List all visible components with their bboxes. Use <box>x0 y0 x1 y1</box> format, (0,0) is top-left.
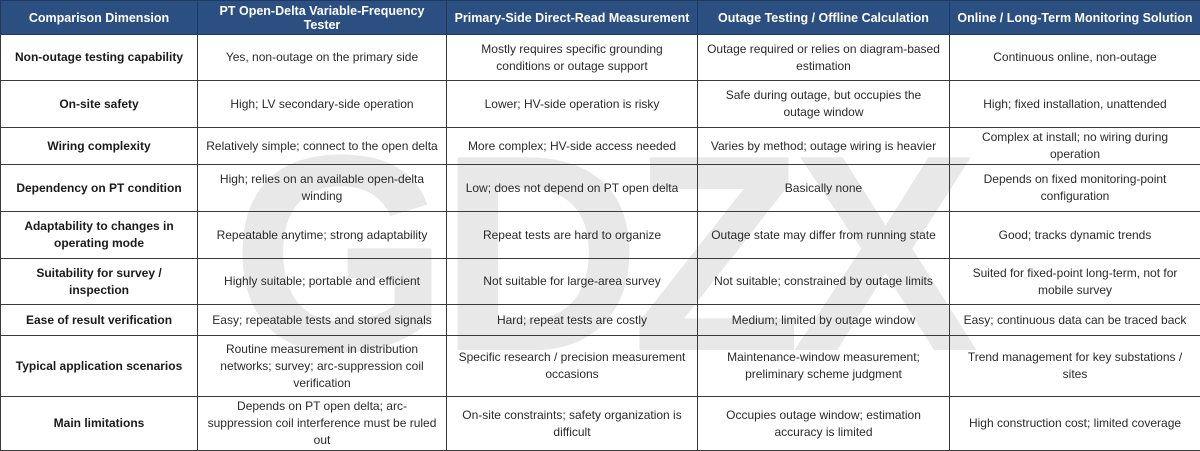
dimension-cell: Non-outage testing capability <box>1 35 198 81</box>
table-cell: Maintenance-window measurement; prelimin… <box>698 336 950 397</box>
table-cell: High construction cost; limited coverage <box>950 397 1200 451</box>
table-cell: Repeat tests are hard to organize <box>447 212 698 259</box>
table-cell: Outage state may differ from running sta… <box>698 212 950 259</box>
table-cell: Depends on PT open delta; arc-suppressio… <box>198 397 447 451</box>
header-cell: Online / Long-Term Monitoring Solution <box>950 1 1200 35</box>
header-row: Comparison Dimension PT Open-Delta Varia… <box>1 1 1200 35</box>
table-cell: Mostly requires specific grounding condi… <box>447 35 698 81</box>
table-cell: Hard; repeat tests are costly <box>447 305 698 336</box>
table-cell: Trend management for key substations / s… <box>950 336 1200 397</box>
table-cell: Relatively simple; connect to the open d… <box>198 128 447 165</box>
header-cell: Outage Testing / Offline Calculation <box>698 1 950 35</box>
table-cell: Specific research / precision measuremen… <box>447 336 698 397</box>
dimension-cell: Dependency on PT condition <box>1 165 198 212</box>
table-cell: Lower; HV-side operation is risky <box>447 81 698 128</box>
table-cell: Basically none <box>698 165 950 212</box>
dimension-cell: Suitability for survey / inspection <box>1 259 198 305</box>
header-cell: Comparison Dimension <box>1 1 198 35</box>
header-cell: PT Open-Delta Variable-Frequency Tester <box>198 1 447 35</box>
table-cell: Occupies outage window; estimation accur… <box>698 397 950 451</box>
dimension-cell: Adaptability to changes in operating mod… <box>1 212 198 259</box>
dimension-cell: Wiring complexity <box>1 128 198 165</box>
table-cell: Suited for fixed-point long-term, not fo… <box>950 259 1200 305</box>
table-cell: Highly suitable; portable and efficient <box>198 259 447 305</box>
table-cell: Not suitable; constrained by outage limi… <box>698 259 950 305</box>
table-cell: High; relies on an available open-delta … <box>198 165 447 212</box>
dimension-cell: Typical application scenarios <box>1 336 198 397</box>
table-cell: More complex; HV-side access needed <box>447 128 698 165</box>
table-cell: Good; tracks dynamic trends <box>950 212 1200 259</box>
table-cell: Routine measurement in distribution netw… <box>198 336 447 397</box>
header-cell: Primary-Side Direct-Read Measurement <box>447 1 698 35</box>
table-cell: Varies by method; outage wiring is heavi… <box>698 128 950 165</box>
table-cell: High; LV secondary-side operation <box>198 81 447 128</box>
table-cell: High; fixed installation, unattended <box>950 81 1200 128</box>
table-cell: Depends on fixed monitoring-point config… <box>950 165 1200 212</box>
table-cell: Easy; repeatable tests and stored signal… <box>198 305 447 336</box>
table-cell: Easy; continuous data can be traced back <box>950 305 1200 336</box>
table-cell: Low; does not depend on PT open delta <box>447 165 698 212</box>
table-cell: On-site constraints; safety organization… <box>447 397 698 451</box>
table-cell: Medium; limited by outage window <box>698 305 950 336</box>
table-cell: Yes, non-outage on the primary side <box>198 35 447 81</box>
table-cell: Not suitable for large-area survey <box>447 259 698 305</box>
table-cell: Outage required or relies on diagram-bas… <box>698 35 950 81</box>
dimension-cell: Ease of result verification <box>1 305 198 336</box>
table-cell: Safe during outage, but occupies the out… <box>698 81 950 128</box>
table-cell: Repeatable anytime; strong adaptability <box>198 212 447 259</box>
table-cell: Complex at install; no wiring during ope… <box>950 128 1200 165</box>
table-cell: Continuous online, non-outage <box>950 35 1200 81</box>
dimension-cell: Main limitations <box>1 397 198 451</box>
dimension-cell: On-site safety <box>1 81 198 128</box>
table-row: Adaptability to changes in operating mod… <box>1 212 1200 259</box>
